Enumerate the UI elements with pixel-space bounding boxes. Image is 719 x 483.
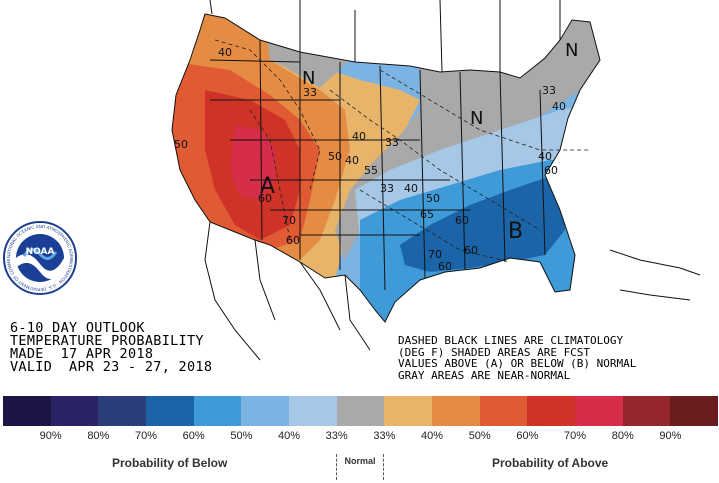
clim-label: 33	[303, 86, 317, 99]
legend-ticks: 90% 80% 70% 60% 50% 40% 33% 33% 40% 50% 60% 70% 80% 9…	[3, 430, 718, 442]
clim-label: 40	[538, 150, 552, 163]
legend-swatch	[98, 396, 147, 426]
clim-label: 40	[345, 154, 359, 167]
legend-tick-label: 33%	[325, 430, 348, 442]
near-normal-marker-northeast: N	[565, 40, 578, 61]
clim-label: 50	[328, 150, 342, 163]
clim-label: 33	[385, 136, 399, 149]
clim-label: 60	[438, 260, 452, 273]
clim-label: 60	[286, 234, 300, 247]
near-normal-marker-great-lakes: N	[470, 108, 483, 129]
clim-label: 60	[455, 214, 469, 227]
legend-swatch	[622, 396, 671, 426]
legend-swatch	[575, 396, 623, 426]
outlook-title-block: 6-10 DAY OUTLOOK TEMPERATURE PROBABILITY M…	[10, 320, 213, 375]
legend-tick-label: 60%	[182, 430, 205, 442]
legend-tick-label: 80%	[87, 430, 110, 442]
legend-tick-label: 90%	[659, 430, 682, 442]
below-normal-marker: B	[508, 219, 523, 244]
legend-tick-label: 80%	[611, 430, 634, 442]
legend-swatch	[479, 396, 528, 426]
legend-swatch	[50, 396, 99, 426]
note-line: (DEG F) SHADED AREAS ARE FCST	[398, 345, 591, 359]
above-caption: Probability of Above	[492, 456, 609, 470]
map-annotations: A B N N N 40 50 33 40 50 55 33 40 33 40 …	[174, 40, 578, 273]
clim-label: 40	[352, 130, 366, 143]
legend-tick-label: 70%	[564, 430, 587, 442]
clim-label: 50	[174, 138, 188, 151]
legend-tick-label: 90%	[39, 430, 62, 442]
clim-label: 40	[552, 100, 566, 113]
near-normal-marker-north-plains: N	[302, 68, 315, 89]
legend-tick-label: 33%	[373, 430, 396, 442]
clim-label: 60	[258, 192, 272, 205]
legend-swatch	[384, 396, 433, 426]
noaa-logo-text: NOAA	[26, 247, 55, 257]
clim-label: 33	[380, 182, 394, 195]
clim-label: 70	[428, 248, 442, 261]
above-normal-marker: A	[260, 174, 275, 199]
legend-swatch	[289, 396, 337, 426]
clim-label: 50	[426, 192, 440, 205]
clim-label: 70	[282, 214, 296, 227]
clim-label: 65	[420, 208, 434, 221]
clim-label: 60	[464, 244, 478, 257]
legend-swatch	[146, 396, 194, 426]
legend-tick-label: 70%	[134, 430, 158, 442]
legend-tick-label: 60%	[516, 430, 539, 442]
clim-label: 40	[218, 46, 232, 59]
note-line: GRAY AREAS ARE NEAR-NORMAL	[398, 368, 571, 382]
outlook-title: 6-10 DAY OUTLOOK	[10, 320, 145, 336]
valid-range: VALID APR 23 - 27, 2018	[10, 359, 213, 375]
clim-label: 33	[542, 84, 556, 97]
legend-tick-label: 50%	[468, 430, 491, 442]
note-line: VALUES ABOVE (A) OR BELOW (B) NORMAL	[398, 357, 637, 370]
outlook-subtitle: TEMPERATURE PROBABILITY	[10, 333, 204, 349]
legend-swatch	[193, 396, 242, 426]
legend-swatch	[670, 396, 719, 426]
clim-label: 55	[364, 164, 378, 177]
legend-swatch	[432, 396, 480, 426]
below-caption: Probability of Below	[112, 456, 228, 470]
note-line: DASHED BLACK LINES ARE CLIMATOLOGY	[398, 334, 624, 347]
legend-swatch	[241, 396, 290, 426]
outlook-map: A B N N N 40 50 33 40 50 55 33 40 33 40 …	[171, 0, 701, 361]
normal-caption: Normal	[336, 454, 384, 480]
map-notes: DASHED BLACK LINES ARE CLIMATOLOGY (DEG F…	[398, 335, 636, 381]
probability-legend	[3, 396, 719, 426]
legend-swatch	[336, 396, 385, 426]
legend-tick-label: 40%	[278, 430, 301, 442]
legend-swatch	[3, 396, 51, 426]
clim-label: 40	[404, 182, 418, 195]
noaa-logo: NOAA NATIONAL OCEANIC AND ATMOSPHERIC AD…	[2, 208, 77, 295]
clim-label: 60	[544, 164, 558, 177]
legend-swatch	[527, 396, 576, 426]
legend-tick-label: 50%	[230, 430, 253, 442]
legend-tick-label: 40%	[421, 430, 444, 442]
made-date: MADE 17 APR 2018	[10, 346, 154, 362]
